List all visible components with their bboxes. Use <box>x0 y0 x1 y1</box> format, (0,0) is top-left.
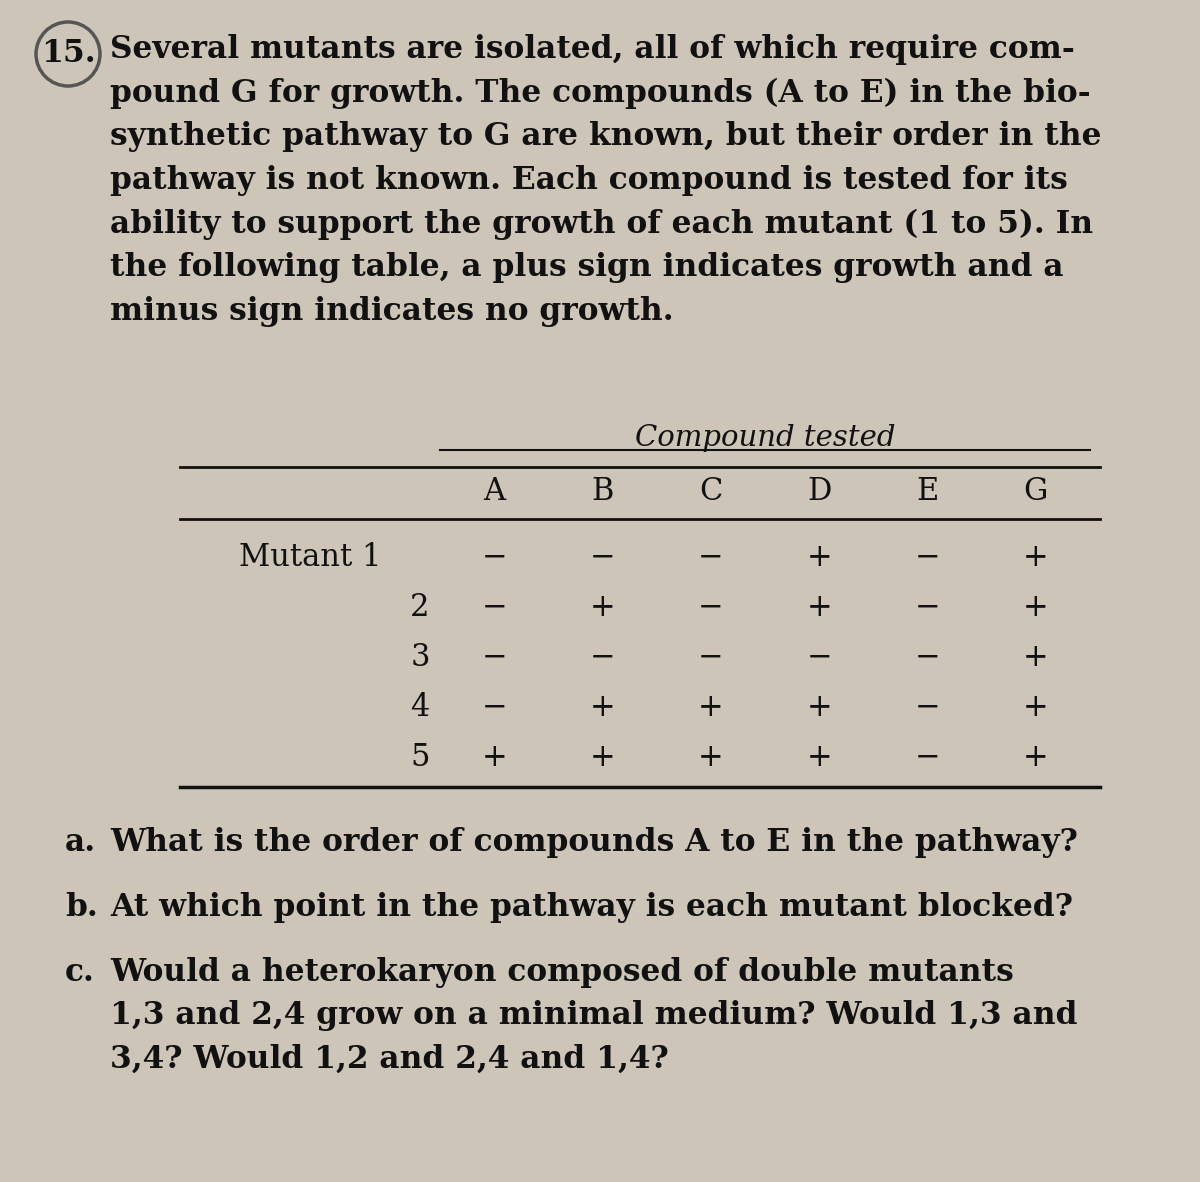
Text: 5: 5 <box>410 741 430 773</box>
Text: Mutant 1: Mutant 1 <box>239 541 382 572</box>
Text: +: + <box>589 741 616 773</box>
Text: Several mutants are isolated, all of which require com-
pound G for growth. The : Several mutants are isolated, all of whi… <box>110 34 1102 326</box>
Text: B: B <box>592 476 613 507</box>
Text: −: − <box>914 691 941 722</box>
Text: Compound tested: Compound tested <box>635 424 895 452</box>
Text: +: + <box>1024 642 1049 673</box>
Text: At which point in the pathway is each mutant blocked?: At which point in the pathway is each mu… <box>110 892 1073 923</box>
Text: 2: 2 <box>410 591 430 623</box>
Text: +: + <box>1024 691 1049 722</box>
Text: +: + <box>806 691 832 722</box>
Text: +: + <box>698 741 724 773</box>
Text: +: + <box>589 591 616 623</box>
Text: D: D <box>806 476 832 507</box>
Text: Would a heterokaryon composed of double mutants
1,3 and 2,4 grow on a minimal me: Would a heterokaryon composed of double … <box>110 957 1078 1074</box>
Text: −: − <box>914 541 941 572</box>
Text: a.: a. <box>65 827 96 858</box>
Text: −: − <box>914 642 941 673</box>
Text: −: − <box>589 541 616 572</box>
Text: +: + <box>698 691 724 722</box>
Text: +: + <box>806 541 832 572</box>
Text: −: − <box>481 591 506 623</box>
Text: −: − <box>914 741 941 773</box>
Text: +: + <box>1024 541 1049 572</box>
Text: −: − <box>698 591 724 623</box>
Text: −: − <box>914 591 941 623</box>
Text: −: − <box>806 642 832 673</box>
Text: −: − <box>698 642 724 673</box>
Text: A: A <box>484 476 505 507</box>
Text: 4: 4 <box>410 691 430 722</box>
Text: +: + <box>481 741 506 773</box>
Text: −: − <box>481 642 506 673</box>
Text: C: C <box>700 476 722 507</box>
Text: −: − <box>481 691 506 722</box>
Text: +: + <box>806 741 832 773</box>
Text: +: + <box>1024 741 1049 773</box>
Text: c.: c. <box>65 957 95 988</box>
Text: +: + <box>806 591 832 623</box>
Text: −: − <box>698 541 724 572</box>
Text: 15.: 15. <box>41 39 95 70</box>
Text: 3: 3 <box>410 642 430 673</box>
Text: What is the order of compounds A to E in the pathway?: What is the order of compounds A to E in… <box>110 827 1078 858</box>
Text: G: G <box>1024 476 1048 507</box>
Text: −: − <box>481 541 506 572</box>
Text: E: E <box>917 476 938 507</box>
Text: −: − <box>589 642 616 673</box>
Text: +: + <box>589 691 616 722</box>
Text: b.: b. <box>65 892 97 923</box>
Text: +: + <box>1024 591 1049 623</box>
